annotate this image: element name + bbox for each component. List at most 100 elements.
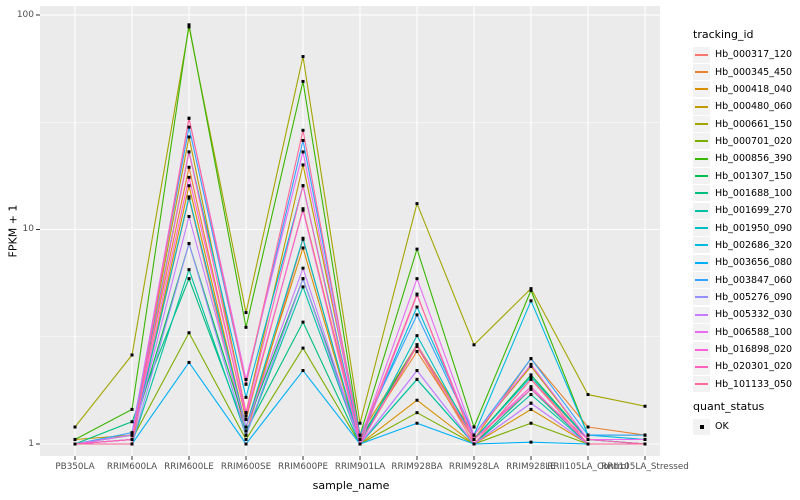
legend-item-label: Hb_001688_100	[715, 187, 793, 199]
data-point	[529, 299, 533, 303]
legend-item-label: Hb_001699_270	[715, 205, 793, 217]
legend-key-line-icon	[695, 88, 708, 91]
data-point	[244, 382, 248, 386]
legend-key-line-icon	[695, 279, 708, 282]
legend-item: Hb_001307_150	[693, 167, 799, 185]
legend-key	[693, 46, 710, 63]
legend-item-label: Hb_006588_100	[715, 326, 793, 338]
legend-item-label: Hb_000856_390	[715, 153, 793, 165]
data-point	[130, 353, 134, 357]
data-point	[244, 437, 248, 441]
legend: tracking_id Hb_000317_120 Hb_000345_450 Hb…	[693, 28, 799, 393]
data-point	[529, 287, 533, 291]
legend-title: tracking_id	[693, 28, 754, 41]
data-point	[529, 377, 533, 381]
legend-key	[693, 133, 710, 150]
data-point	[529, 385, 533, 389]
legend-item-label: Hb_000317_120	[715, 49, 793, 61]
data-point	[244, 411, 248, 415]
legend-key-line-icon	[695, 331, 708, 334]
data-point	[415, 277, 419, 281]
data-point	[529, 401, 533, 405]
data-point	[415, 334, 419, 338]
data-point	[472, 433, 476, 437]
data-point	[415, 292, 419, 296]
data-point	[529, 373, 533, 377]
legend-item-label: Hb_005332_030	[715, 309, 793, 321]
legend-key-line-icon	[695, 296, 708, 299]
data-point	[529, 364, 533, 368]
x-tick-label: PB350LA	[55, 462, 95, 472]
legend-key	[693, 64, 710, 81]
legend-key	[693, 289, 710, 306]
data-point	[415, 313, 419, 317]
data-point	[529, 288, 533, 292]
legend-item-label: Hb_002686_320	[715, 239, 793, 251]
data-point	[187, 268, 191, 272]
data-point	[415, 377, 419, 381]
data-point	[529, 421, 533, 425]
legend-key-line-icon	[695, 140, 708, 143]
legend-key-line-icon	[695, 244, 708, 247]
data-point	[415, 411, 419, 415]
legend-key	[693, 185, 710, 202]
legend-item: Hb_001699_270	[693, 202, 799, 219]
data-point	[187, 23, 191, 27]
legend-item-label: Hb_001950_090	[715, 222, 793, 234]
legend-key-line-icon	[695, 105, 708, 108]
data-point	[187, 277, 191, 281]
data-point	[415, 247, 419, 251]
data-point	[301, 184, 305, 188]
legend-item: Hb_005276_090	[693, 289, 799, 306]
data-point	[301, 285, 305, 289]
legend-item-label: Hb_101133_050	[715, 378, 793, 390]
data-point	[472, 343, 476, 347]
data-point	[358, 437, 362, 441]
data-point	[187, 175, 191, 179]
legend-item-label: Hb_003656_080	[715, 257, 793, 269]
legend-key	[693, 237, 710, 254]
data-point	[301, 79, 305, 83]
legend-key-line-icon	[695, 209, 708, 212]
data-point	[415, 344, 419, 348]
legend-key	[693, 116, 710, 133]
legend-item: Hb_000317_120	[693, 46, 799, 63]
data-point	[244, 377, 248, 381]
point-square-icon	[699, 424, 704, 429]
data-point	[472, 425, 476, 429]
legend-item-label: Hb_016898_020	[715, 344, 793, 356]
legend-key	[693, 81, 710, 98]
data-point	[301, 208, 305, 212]
x-tick-label: RRIM928BA	[391, 462, 443, 472]
legend-key-line-icon	[695, 175, 708, 178]
legend-item: Hb_005332_030	[693, 306, 799, 323]
data-point	[130, 431, 134, 435]
legend-item-label: Hb_000345_450	[715, 66, 793, 78]
x-tick-label: RRII105LA_Control	[547, 462, 629, 472]
data-point	[586, 425, 590, 429]
data-point	[301, 163, 305, 167]
legend-key	[693, 202, 710, 219]
data-point	[73, 425, 77, 429]
legend-item: Hb_006588_100	[693, 324, 799, 341]
legend-key	[693, 306, 710, 323]
data-point	[529, 407, 533, 411]
data-point	[472, 442, 476, 446]
legend-key-line-icon	[695, 227, 708, 230]
data-point	[643, 404, 647, 408]
y-tick-label: 10	[22, 224, 34, 234]
legend-key	[693, 358, 710, 375]
data-point	[529, 362, 533, 366]
data-point	[415, 343, 419, 347]
legend-key-line-icon	[695, 157, 708, 160]
quant-item-label: OK	[715, 421, 729, 433]
data-point	[415, 202, 419, 206]
x-tick-label: RRIM600LE	[164, 462, 214, 472]
x-tick-label: RRIM600LA	[106, 462, 158, 472]
data-point	[187, 165, 191, 169]
legend-item: Hb_101133_050	[693, 376, 799, 393]
data-point	[643, 442, 647, 446]
quant-legend-key	[693, 418, 710, 435]
legend-items: Hb_000317_120 Hb_000345_450 Hb_000418_040 H…	[693, 46, 799, 393]
